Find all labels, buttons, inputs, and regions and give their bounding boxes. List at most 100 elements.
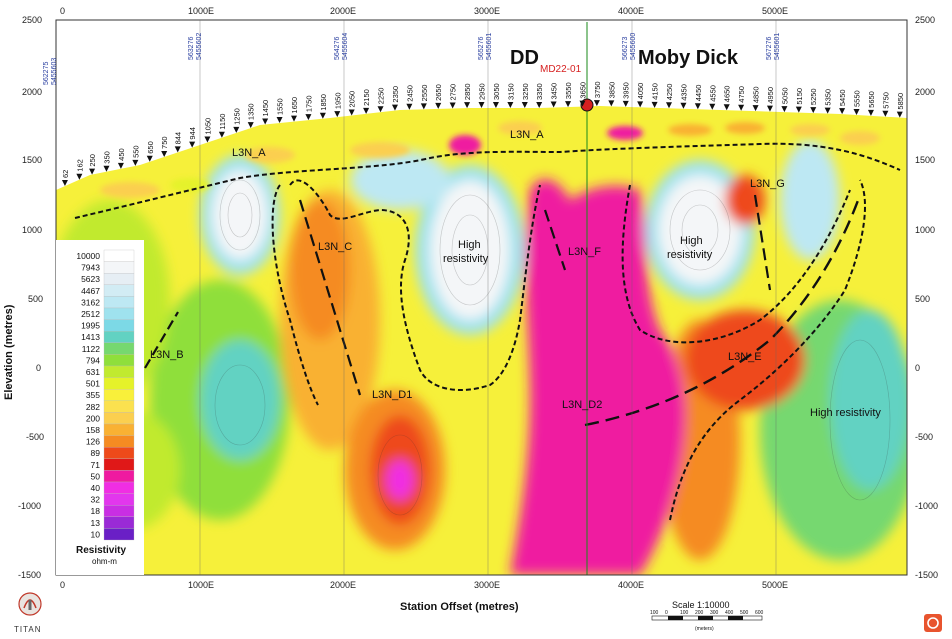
legend-swatch — [103, 493, 135, 506]
legend-swatch — [103, 528, 135, 541]
legend-swatch — [103, 377, 135, 390]
left-tick-500: 500 — [28, 294, 43, 304]
station-triangle — [622, 100, 629, 107]
grid-n-2: 5455602 — [196, 33, 203, 60]
station-label: 2550 — [420, 85, 429, 102]
top-tick-1000e: 1000E — [188, 6, 214, 16]
legend-value: 40 — [91, 483, 101, 493]
legend-swatch — [103, 273, 135, 285]
station-triangle — [882, 110, 889, 117]
station-label: 1650 — [290, 97, 299, 114]
l3n-e-label: L3N_E — [728, 351, 762, 363]
station-label: 4350 — [679, 84, 688, 101]
station-label: 2950 — [478, 83, 487, 100]
station-triangle — [377, 106, 384, 113]
legend-swatch — [103, 481, 135, 494]
l3n-a-trace — [74, 142, 901, 219]
legend-value: 1413 — [81, 332, 100, 342]
x-axis-title: Station Offset (metres) — [400, 601, 519, 613]
station-label: 1550 — [276, 98, 285, 115]
top-tick-4000e: 4000E — [618, 6, 644, 16]
station-label: 750 — [160, 136, 169, 149]
l3n-d1-label: L3N_D1 — [372, 389, 412, 401]
scale-tick-label: 400 — [725, 610, 734, 616]
station-label: 250 — [88, 154, 97, 167]
titan-logo-text: TITAN — [14, 625, 42, 634]
station-label: 2150 — [362, 89, 371, 106]
l3n-f-trace — [543, 209, 567, 271]
legend-value: 1995 — [81, 321, 100, 331]
station-triangle — [608, 100, 615, 107]
legend-value: 7943 — [81, 263, 100, 273]
l3n-a-left-label: L3N_A — [232, 147, 266, 159]
station-triangle — [305, 114, 312, 121]
legend-swatch — [103, 470, 135, 483]
bottom-tick-4000e: 4000E — [618, 580, 644, 590]
station-triangle — [867, 109, 874, 116]
right-tick-0: 0 — [915, 363, 920, 373]
station-triangle — [896, 111, 903, 118]
station-triangle — [89, 168, 96, 175]
l3n-d2-label: L3N_D2 — [562, 399, 602, 411]
right-tick-2000: 2000 — [915, 87, 935, 97]
legend-swatch — [103, 505, 135, 517]
station-label: 1450 — [261, 100, 270, 117]
moby-dick-label: Moby Dick — [638, 47, 739, 69]
station-label: 844 — [174, 132, 183, 145]
left-tick-neg1000: -1000 — [18, 501, 41, 511]
station-markers: 62 162 250 350 450 550 650 750 844 944 1050 1150 125… — [61, 81, 905, 187]
legend-swatch — [103, 400, 135, 413]
station-label: 3150 — [506, 83, 515, 100]
station-triangle — [146, 155, 153, 162]
station-triangle — [824, 107, 831, 114]
legend-value: 89 — [91, 448, 101, 458]
station-triangle — [709, 103, 716, 110]
station-label: 3550 — [564, 82, 573, 99]
station-triangle — [579, 100, 586, 107]
l3n-a-right-label: L3N_A — [510, 129, 544, 141]
grid-e-1: 562275 — [43, 62, 50, 85]
left-tick-1000: 1000 — [22, 225, 42, 235]
grid-n-1: 5455603 — [51, 58, 58, 85]
station-label: 3650 — [578, 82, 587, 99]
station-label: 1750 — [304, 95, 313, 112]
top-tick-0: 0 — [60, 6, 65, 16]
station-label: 350 — [102, 151, 111, 164]
station-label: 3950 — [622, 82, 631, 99]
station-label: 4450 — [694, 85, 703, 102]
station-label: 4150 — [651, 83, 660, 100]
legend-swatch — [103, 516, 135, 529]
right-tick-neg1000: -1000 — [915, 501, 938, 511]
station-label: 3050 — [492, 83, 501, 100]
station-triangle — [276, 117, 283, 124]
station-triangle — [781, 106, 788, 113]
station-triangle — [218, 131, 225, 138]
station-triangle — [420, 103, 427, 110]
station-triangle — [464, 102, 471, 109]
grid-e-6: 567276 — [766, 37, 773, 60]
station-label: 5150 — [795, 88, 804, 105]
station-triangle — [247, 122, 254, 129]
station-triangle — [666, 102, 673, 109]
station-triangle — [189, 141, 196, 148]
right-tick-1500: 1500 — [915, 155, 935, 165]
station-triangle — [810, 107, 817, 114]
high-res-3: High resistivity — [810, 407, 881, 419]
station-label: 2050 — [348, 91, 357, 108]
l3n-e-trace — [584, 194, 862, 427]
legend-value: 355 — [86, 390, 100, 400]
station-label: 5650 — [867, 91, 876, 108]
station-label: 5050 — [780, 87, 789, 104]
grid-n-4: 5455601 — [486, 33, 493, 60]
station-triangle — [117, 162, 124, 169]
station-triangle — [204, 136, 211, 143]
high-res-2-line1: High — [680, 235, 703, 247]
legend-value: 282 — [86, 402, 100, 412]
l3n-b-label: L3N_B — [150, 349, 184, 361]
legend-swatch — [103, 319, 135, 332]
station-label: 2350 — [391, 86, 400, 103]
right-axis: 2500 2000 1500 1000 500 0 -500 -1000 -15… — [915, 15, 938, 580]
station-triangle — [680, 102, 687, 109]
scale-tick-label: 500 — [740, 610, 749, 616]
legend-swatch — [103, 447, 135, 459]
